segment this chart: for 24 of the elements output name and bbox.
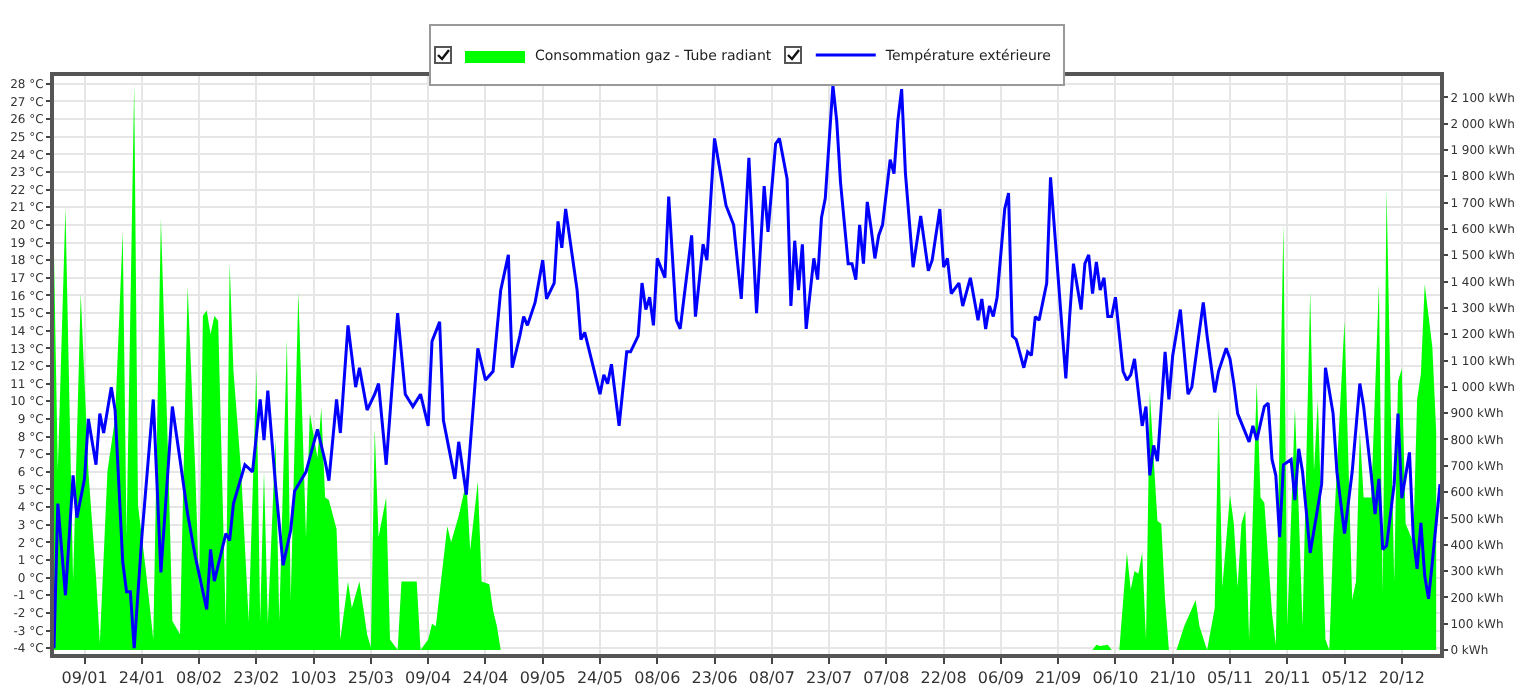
x-tick-label: 06/09 bbox=[977, 669, 1024, 688]
x-tick-label: 06/10 bbox=[1092, 669, 1139, 688]
x-tick-label: 24/05 bbox=[576, 669, 624, 688]
x-tick-label: 23/07 bbox=[806, 669, 853, 688]
x-tick-label: 23/02 bbox=[233, 669, 280, 688]
x-tick-label: 08/06 bbox=[634, 669, 681, 688]
x-tick-label: 08/02 bbox=[176, 669, 223, 688]
x-tick-label: 08/07 bbox=[748, 669, 795, 688]
x-tick-label: 05/11 bbox=[1206, 669, 1254, 688]
x-tick-label: 24/04 bbox=[462, 669, 509, 688]
x-tick-label: 23/06 bbox=[691, 669, 738, 688]
x-tick-label: 07/08 bbox=[863, 669, 910, 688]
x-tick-label: 25/03 bbox=[347, 669, 394, 688]
x-tick-label: 22/08 bbox=[920, 669, 967, 688]
x-tick-label: 09/05 bbox=[519, 669, 566, 688]
x-tick-label: 20/12 bbox=[1378, 669, 1425, 688]
x-tick-label: 21/09 bbox=[1035, 669, 1082, 688]
x-tick-label: 24/01 bbox=[118, 669, 165, 688]
x-tick-label: 10/03 bbox=[290, 669, 337, 688]
x-tick-label: 09/04 bbox=[405, 669, 452, 688]
x-tick-label: 20/11 bbox=[1264, 669, 1311, 688]
x-tick-label: 09/01 bbox=[61, 669, 108, 688]
x-tick-label: 21/10 bbox=[1149, 669, 1196, 688]
x-tick-label: 05/12 bbox=[1321, 669, 1368, 688]
